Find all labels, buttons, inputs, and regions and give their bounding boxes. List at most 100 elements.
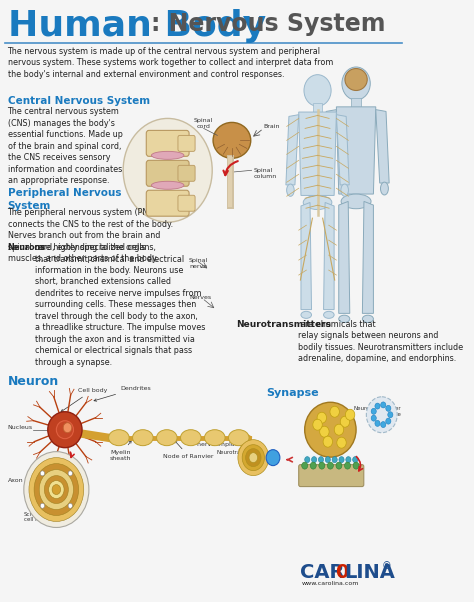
Circle shape xyxy=(388,412,393,418)
Text: Spinal
nerve: Spinal nerve xyxy=(189,258,209,269)
Text: Human Body: Human Body xyxy=(8,8,265,43)
Text: 0: 0 xyxy=(335,563,348,582)
Ellipse shape xyxy=(151,151,184,160)
Circle shape xyxy=(346,457,351,462)
Ellipse shape xyxy=(181,430,201,445)
Circle shape xyxy=(49,480,64,498)
Circle shape xyxy=(339,457,344,462)
FancyBboxPatch shape xyxy=(178,166,195,181)
FancyArrowPatch shape xyxy=(356,456,363,471)
Circle shape xyxy=(325,457,330,462)
FancyBboxPatch shape xyxy=(146,131,189,157)
Circle shape xyxy=(266,450,280,465)
Circle shape xyxy=(249,453,257,462)
Text: Node of Ranvier: Node of Ranvier xyxy=(164,440,214,459)
Text: Neurons: Neurons xyxy=(8,243,46,252)
Text: Schwann
cell nucleus: Schwann cell nucleus xyxy=(24,512,56,523)
Circle shape xyxy=(371,415,376,421)
Circle shape xyxy=(313,419,322,430)
Circle shape xyxy=(386,418,391,424)
Circle shape xyxy=(305,457,310,462)
Ellipse shape xyxy=(151,181,184,189)
Text: ®: ® xyxy=(382,562,392,571)
Circle shape xyxy=(63,423,72,433)
Circle shape xyxy=(304,75,331,107)
Circle shape xyxy=(319,462,325,469)
Circle shape xyxy=(319,457,324,462)
Text: CAR: CAR xyxy=(301,563,345,582)
Circle shape xyxy=(375,420,380,426)
Text: Neurotransmitters: Neurotransmitters xyxy=(236,320,331,329)
FancyBboxPatch shape xyxy=(178,135,195,151)
FancyBboxPatch shape xyxy=(178,195,195,211)
Circle shape xyxy=(381,421,386,427)
Text: Neuron: Neuron xyxy=(8,375,59,388)
Text: Nucleus: Nucleus xyxy=(8,425,33,430)
Circle shape xyxy=(52,485,61,495)
Text: Axon: Axon xyxy=(8,477,23,483)
Ellipse shape xyxy=(341,184,348,196)
Circle shape xyxy=(371,408,376,414)
Ellipse shape xyxy=(109,430,129,445)
Polygon shape xyxy=(337,107,376,194)
Polygon shape xyxy=(363,202,374,314)
Ellipse shape xyxy=(301,311,311,318)
Text: www.carolina.com: www.carolina.com xyxy=(302,582,359,586)
Ellipse shape xyxy=(303,196,332,209)
Text: Neurotransmitter: Neurotransmitter xyxy=(217,450,264,455)
Text: Cell body: Cell body xyxy=(61,388,107,412)
Ellipse shape xyxy=(381,182,388,195)
Ellipse shape xyxy=(287,184,294,196)
Text: Brain: Brain xyxy=(264,124,280,129)
Ellipse shape xyxy=(204,430,225,445)
Polygon shape xyxy=(299,112,337,196)
Circle shape xyxy=(317,412,327,423)
Text: LINA: LINA xyxy=(344,563,395,582)
Circle shape xyxy=(319,426,329,437)
Circle shape xyxy=(342,67,370,100)
Circle shape xyxy=(40,503,45,508)
Text: are chemicals that
relay signals between neurons and
bodily tissues. Neurotransm: are chemicals that relay signals between… xyxy=(298,320,463,363)
Circle shape xyxy=(34,464,79,515)
Circle shape xyxy=(330,406,339,417)
Text: Synapse: Synapse xyxy=(266,388,319,398)
Circle shape xyxy=(346,409,355,420)
Text: The central nervous system
(CNS) manages the body's
essential functions. Made up: The central nervous system (CNS) manages… xyxy=(8,107,122,185)
Text: The peripheral nervous system (PNS)
connects the CNS to the rest of the body.
Ne: The peripheral nervous system (PNS) conn… xyxy=(8,208,173,263)
Text: Myelin
sheath: Myelin sheath xyxy=(110,441,131,461)
Text: Spinal
cord: Spinal cord xyxy=(194,119,213,129)
Text: Central Nervous System: Central Nervous System xyxy=(8,96,150,107)
Polygon shape xyxy=(339,202,350,314)
Circle shape xyxy=(238,439,269,476)
Text: : Nervous System: : Nervous System xyxy=(151,11,385,36)
Polygon shape xyxy=(286,114,299,185)
Ellipse shape xyxy=(56,421,73,439)
Ellipse shape xyxy=(228,430,249,445)
Circle shape xyxy=(334,424,344,435)
Ellipse shape xyxy=(345,69,367,90)
Circle shape xyxy=(323,436,333,447)
Text: The nervous system is made up of the central nervous system and peripheral
nervo: The nervous system is made up of the cen… xyxy=(8,46,333,79)
Circle shape xyxy=(336,462,342,469)
Polygon shape xyxy=(376,110,389,183)
Circle shape xyxy=(68,471,73,476)
Circle shape xyxy=(328,462,333,469)
Circle shape xyxy=(386,405,391,411)
Circle shape xyxy=(246,448,261,467)
Ellipse shape xyxy=(324,182,332,195)
Circle shape xyxy=(302,462,308,469)
Polygon shape xyxy=(337,114,349,185)
Circle shape xyxy=(337,437,346,448)
Ellipse shape xyxy=(156,430,177,445)
Text: Spinal
column: Spinal column xyxy=(253,169,276,179)
Circle shape xyxy=(381,402,386,408)
Bar xyxy=(313,104,322,112)
Text: direction of
nerve impluse: direction of nerve impluse xyxy=(197,436,241,447)
Polygon shape xyxy=(323,110,337,183)
Bar xyxy=(351,98,361,107)
Ellipse shape xyxy=(133,430,153,445)
Circle shape xyxy=(345,462,350,469)
Circle shape xyxy=(45,476,68,503)
Circle shape xyxy=(39,470,73,509)
Ellipse shape xyxy=(305,402,356,457)
